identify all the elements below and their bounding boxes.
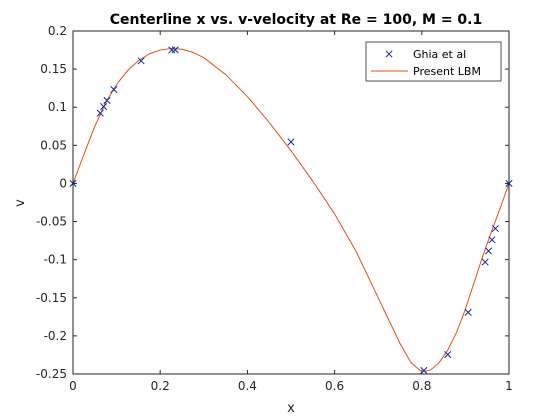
legend-marker-ghia	[385, 50, 393, 58]
plot-area	[73, 31, 509, 374]
data-point-ghia	[137, 57, 145, 65]
legend: Ghia et al Present LBM	[365, 41, 502, 82]
data-point-ghia	[420, 366, 428, 374]
plot-frame	[72, 30, 510, 375]
data-point-ghia	[100, 102, 108, 111]
x-tick-label: 0	[69, 379, 77, 393]
x-tick-label: 0.6	[325, 379, 344, 393]
y-tick-label: -0.1	[44, 253, 67, 267]
data-point-ghia	[96, 109, 104, 117]
x-axis-label: x	[287, 401, 295, 416]
data-point-ghia	[491, 224, 499, 233]
data-point-ghia	[488, 236, 496, 244]
y-tick-label: 0.05	[40, 138, 67, 152]
legend-label-lbm: Present LBM	[413, 65, 481, 78]
y-tick-label: 0.1	[48, 100, 67, 114]
y-tick-label: -0.05	[36, 215, 67, 229]
data-point-ghia	[484, 247, 493, 255]
y-tick-label: -0.15	[36, 291, 67, 305]
legend-label-ghia: Ghia et al	[413, 48, 466, 61]
y-tick-label: 0	[59, 176, 67, 190]
x-tick-label: 0.2	[151, 379, 170, 393]
data-point-ghia	[103, 96, 111, 104]
chart-title: Centerline x vs. v-velocity at Re = 100,…	[110, 12, 482, 28]
y-tick-label: -0.25	[36, 367, 67, 381]
data-point-ghia	[110, 85, 118, 94]
y-axis-label: v	[13, 199, 28, 207]
data-point-ghia	[464, 308, 472, 316]
data-point-ghia	[481, 258, 489, 266]
series-layer	[69, 46, 513, 374]
data-point-ghia	[168, 46, 176, 54]
legend-box	[365, 41, 502, 82]
x-tick-label: 0.4	[238, 379, 257, 393]
data-point-ghia	[287, 138, 295, 146]
series-line-present-lbm	[72, 48, 510, 373]
y-tick-label: -0.2	[44, 329, 67, 343]
x-tick-label: 1	[505, 379, 513, 393]
y-tick-label: 0.2	[48, 24, 67, 38]
data-point-ghia	[444, 351, 452, 359]
ticks-layer: 0 0.2 0.4 0.6 0.8 1 -0.25 -0.2 -0.15 -0.1 -0.05 0 0.…	[36, 24, 513, 393]
data-point-ghia	[171, 46, 179, 54]
y-tick-label: 0.15	[40, 62, 67, 76]
x-tick-label: 0.8	[412, 379, 431, 393]
